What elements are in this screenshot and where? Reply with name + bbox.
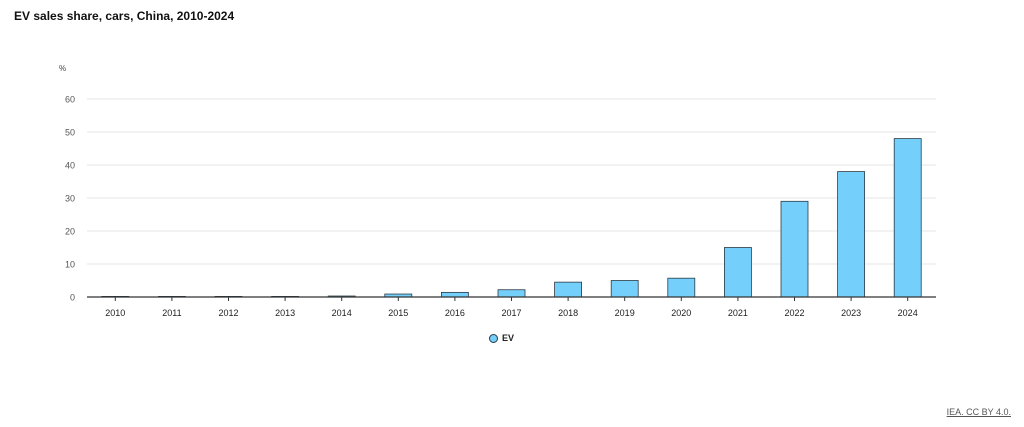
x-tick-label-2015: 2015 (388, 308, 408, 318)
y-tick-label-0: 0 (70, 293, 75, 303)
y-tick-label-40: 40 (65, 161, 75, 171)
x-tick-label-2017: 2017 (501, 308, 521, 318)
x-tick-label-2012: 2012 (218, 308, 238, 318)
bar-2021 (724, 247, 752, 298)
x-tick-label-2024: 2024 (898, 308, 918, 318)
x-tick-label-2023: 2023 (841, 308, 861, 318)
source-link[interactable]: IEA. CC BY 4.0. (946, 407, 1011, 417)
bar-2020 (667, 277, 696, 298)
y-tick-label-10: 10 (65, 260, 75, 270)
x-tick-label-2013: 2013 (275, 308, 295, 318)
bar-2022 (780, 200, 809, 298)
legend-swatch-ev (489, 333, 498, 343)
x-tick-label-2018: 2018 (558, 308, 578, 318)
x-tick-label-2010: 2010 (105, 308, 125, 318)
legend-label-ev: EV (502, 333, 515, 343)
legend[interactable]: EV (489, 330, 514, 346)
y-tick-label-20: 20 (65, 227, 75, 237)
x-tick-label-2019: 2019 (615, 308, 635, 318)
y-tick-label-60: 60 (65, 95, 75, 105)
bar-2019 (610, 280, 639, 298)
bar-2016 (440, 291, 469, 298)
y-tick-label-50: 50 (65, 128, 75, 138)
x-tick-label-2021: 2021 (728, 308, 748, 318)
chart-title: EV sales share, cars, China, 2010-2024 (14, 9, 235, 23)
bar-2024 (893, 138, 922, 298)
bar-2018 (554, 281, 582, 298)
x-tick-label-2016: 2016 (445, 308, 465, 318)
x-tick-label-2014: 2014 (332, 308, 352, 318)
x-tick-label-2022: 2022 (784, 308, 804, 318)
y-tick-label-30: 30 (65, 194, 75, 204)
bar-2017 (497, 289, 526, 298)
y-axis-label: % (59, 64, 66, 73)
x-tick-label-2011: 2011 (162, 308, 181, 318)
x-tick-label-2020: 2020 (671, 308, 691, 318)
bar-2023 (837, 171, 865, 298)
